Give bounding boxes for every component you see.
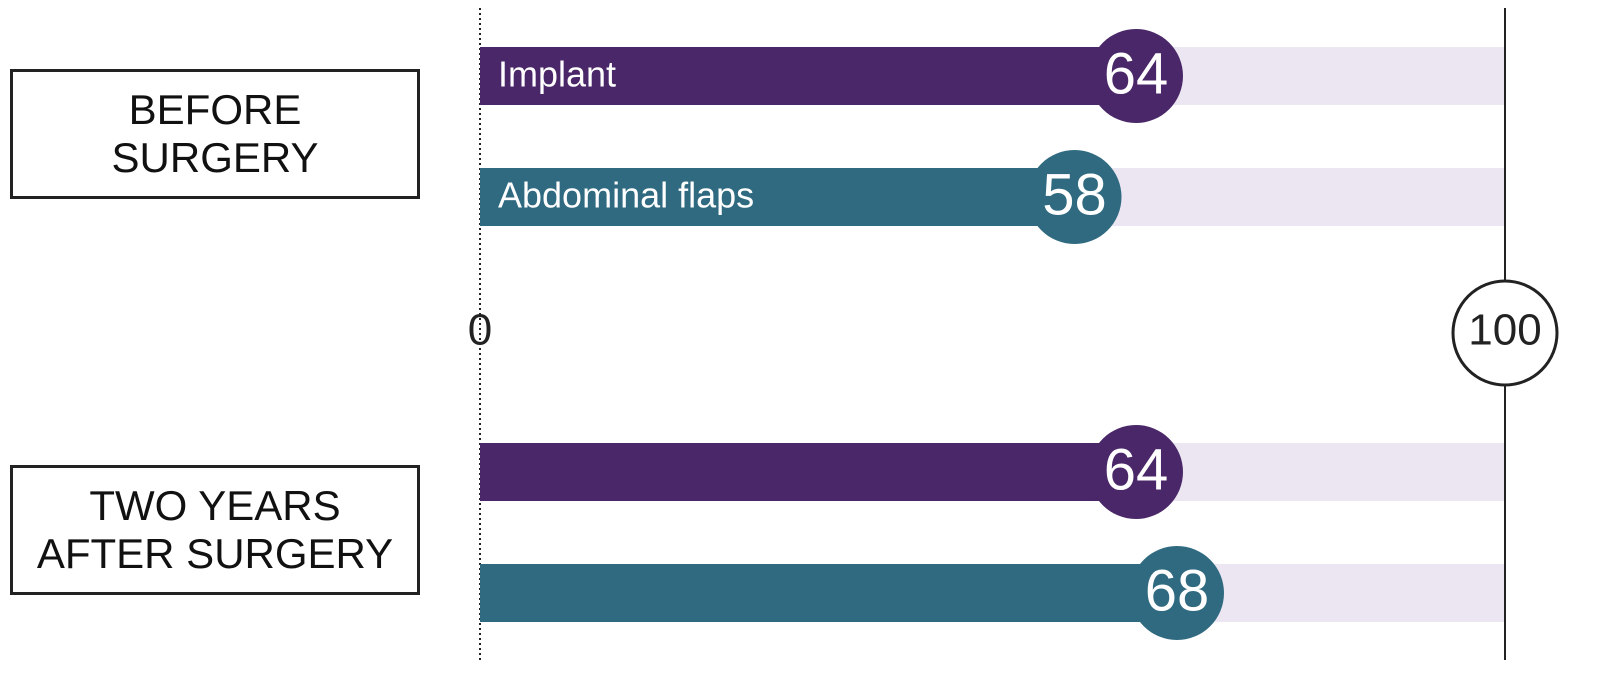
series-label: Implant — [498, 54, 616, 95]
group-label-box: BEFORE SURGERY — [10, 69, 420, 199]
x-tick-label: 0 — [468, 306, 492, 355]
bar-end-circle — [1027, 150, 1122, 244]
value-label: 58 — [1042, 162, 1107, 227]
tick-circle — [1451, 279, 1559, 387]
x-tick-label: 100 — [1468, 306, 1541, 355]
bar — [480, 168, 1075, 226]
bar — [480, 564, 1177, 622]
bar — [480, 443, 1136, 501]
bar-end-circle — [1089, 425, 1183, 519]
group-label-box: TWO YEARS AFTER SURGERY — [10, 465, 420, 595]
series-label: Abdominal flaps — [498, 175, 754, 216]
group-label: TWO YEARS AFTER SURGERY — [36, 482, 394, 577]
bar-end-circle — [1130, 546, 1224, 640]
value-label: 64 — [1104, 41, 1169, 106]
group-label: BEFORE SURGERY — [111, 86, 319, 181]
value-label: 68 — [1145, 558, 1210, 623]
bar-end-circle — [1089, 29, 1183, 123]
bar — [480, 47, 1136, 105]
value-label: 64 — [1104, 437, 1169, 502]
